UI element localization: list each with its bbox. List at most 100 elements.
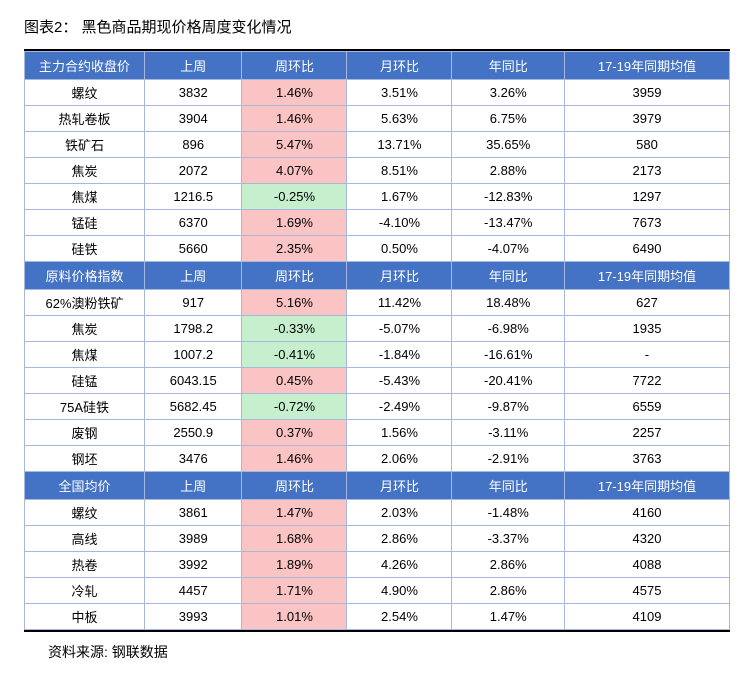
column-header: 主力合约收盘价 — [25, 52, 145, 80]
row-name: 75A硅铁 — [25, 394, 145, 420]
wow-change: 1.89% — [242, 552, 347, 578]
table-row: 铁矿石8965.47%13.71%35.65%580 — [25, 132, 730, 158]
mom-change: -2.49% — [347, 394, 452, 420]
last-week: 3476 — [145, 446, 242, 472]
last-week: 4457 — [145, 578, 242, 604]
column-header: 年同比 — [452, 472, 565, 500]
yoy-change: 2.88% — [452, 158, 565, 184]
price-table: 主力合约收盘价上周周环比月环比年同比17-19年同期均值螺纹38321.46%3… — [24, 51, 730, 630]
yoy-change: 18.48% — [452, 290, 565, 316]
column-header: 年同比 — [452, 262, 565, 290]
mom-change: 11.42% — [347, 290, 452, 316]
table-row: 螺纹38321.46%3.51%3.26%3959 — [25, 80, 730, 106]
wow-change: 4.07% — [242, 158, 347, 184]
table-row: 锰硅63701.69%-4.10%-13.47%7673 — [25, 210, 730, 236]
wow-change: 1.46% — [242, 106, 347, 132]
last-week: 5682.45 — [145, 394, 242, 420]
mom-change: 1.67% — [347, 184, 452, 210]
mom-change: 2.54% — [347, 604, 452, 630]
table-row: 焦炭20724.07%8.51%2.88%2173 — [25, 158, 730, 184]
yoy-change: -1.48% — [452, 500, 565, 526]
yoy-change: 35.65% — [452, 132, 565, 158]
last-week: 3904 — [145, 106, 242, 132]
table-row: 焦炭1798.2-0.33%-5.07%-6.98%1935 — [25, 316, 730, 342]
yoy-change: -4.07% — [452, 236, 565, 262]
yoy-change: -20.41% — [452, 368, 565, 394]
yoy-change: 6.75% — [452, 106, 565, 132]
last-week: 5660 — [145, 236, 242, 262]
period-avg: 3979 — [564, 106, 729, 132]
yoy-change: 2.86% — [452, 578, 565, 604]
period-avg: 2173 — [564, 158, 729, 184]
last-week: 6370 — [145, 210, 242, 236]
row-name: 热轧卷板 — [25, 106, 145, 132]
period-avg: 6559 — [564, 394, 729, 420]
row-name: 废钢 — [25, 420, 145, 446]
row-name: 铁矿石 — [25, 132, 145, 158]
yoy-change: -6.98% — [452, 316, 565, 342]
yoy-change: -12.83% — [452, 184, 565, 210]
row-name: 中板 — [25, 604, 145, 630]
column-header: 全国均价 — [25, 472, 145, 500]
table-row: 硅锰6043.150.45%-5.43%-20.41%7722 — [25, 368, 730, 394]
column-header: 周环比 — [242, 52, 347, 80]
last-week: 6043.15 — [145, 368, 242, 394]
column-header: 月环比 — [347, 52, 452, 80]
yoy-change: 3.26% — [452, 80, 565, 106]
wow-change: 1.46% — [242, 80, 347, 106]
column-header: 月环比 — [347, 262, 452, 290]
last-week: 3993 — [145, 604, 242, 630]
table-container: Mysteel Mysteel 主力合约收盘价上周周环比月环比年同比17-19年… — [24, 49, 730, 632]
table-row: 焦煤1216.5-0.25%1.67%-12.83%1297 — [25, 184, 730, 210]
mom-change: 3.51% — [347, 80, 452, 106]
yoy-change: -2.91% — [452, 446, 565, 472]
table-row: 62%澳粉铁矿9175.16%11.42%18.48%627 — [25, 290, 730, 316]
yoy-change: -9.87% — [452, 394, 565, 420]
period-avg: 4109 — [564, 604, 729, 630]
mom-change: 5.63% — [347, 106, 452, 132]
period-avg: 3959 — [564, 80, 729, 106]
mom-change: 8.51% — [347, 158, 452, 184]
data-source: 资料来源: 钢联数据 — [24, 642, 730, 662]
period-avg: 580 — [564, 132, 729, 158]
period-avg: 3763 — [564, 446, 729, 472]
mom-change: -1.84% — [347, 342, 452, 368]
yoy-change: -16.61% — [452, 342, 565, 368]
row-name: 高线 — [25, 526, 145, 552]
mom-change: 13.71% — [347, 132, 452, 158]
mom-change: -5.43% — [347, 368, 452, 394]
last-week: 1216.5 — [145, 184, 242, 210]
period-avg: 1297 — [564, 184, 729, 210]
table-row: 冷轧44571.71%4.90%2.86%4575 — [25, 578, 730, 604]
section-header-row: 原料价格指数上周周环比月环比年同比17-19年同期均值 — [25, 262, 730, 290]
last-week: 2550.9 — [145, 420, 242, 446]
period-avg: 4575 — [564, 578, 729, 604]
yoy-change: -3.37% — [452, 526, 565, 552]
last-week: 3832 — [145, 80, 242, 106]
mom-change: 2.03% — [347, 500, 452, 526]
period-avg: 4088 — [564, 552, 729, 578]
row-name: 焦煤 — [25, 184, 145, 210]
wow-change: -0.72% — [242, 394, 347, 420]
row-name: 热卷 — [25, 552, 145, 578]
period-avg: 6490 — [564, 236, 729, 262]
wow-change: -0.41% — [242, 342, 347, 368]
wow-change: -0.33% — [242, 316, 347, 342]
mom-change: 0.50% — [347, 236, 452, 262]
row-name: 螺纹 — [25, 80, 145, 106]
last-week: 917 — [145, 290, 242, 316]
chart-title: 图表2： 黑色商品期现价格周度变化情况 — [24, 16, 730, 37]
wow-change: 1.01% — [242, 604, 347, 630]
table-row: 废钢2550.90.37%1.56%-3.11%2257 — [25, 420, 730, 446]
column-header: 17-19年同期均值 — [564, 262, 729, 290]
last-week: 2072 — [145, 158, 242, 184]
column-header: 上周 — [145, 52, 242, 80]
wow-change: 1.68% — [242, 526, 347, 552]
last-week: 1007.2 — [145, 342, 242, 368]
wow-change: 1.46% — [242, 446, 347, 472]
table-row: 中板39931.01%2.54%1.47%4109 — [25, 604, 730, 630]
table-row: 高线39891.68%2.86%-3.37%4320 — [25, 526, 730, 552]
period-avg: 4160 — [564, 500, 729, 526]
column-header: 年同比 — [452, 52, 565, 80]
wow-change: 5.16% — [242, 290, 347, 316]
